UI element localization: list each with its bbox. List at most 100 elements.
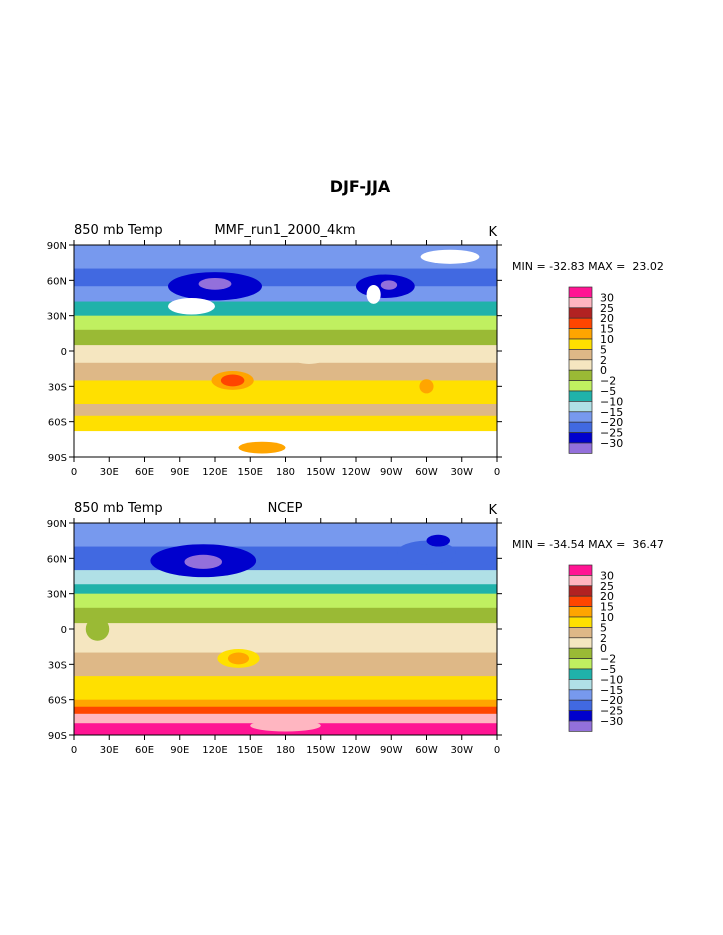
colorbar-label: 5 [600, 621, 607, 634]
y-tick-label: 60S [48, 696, 67, 707]
colorbar-swatch [568, 390, 593, 402]
figure-title: DJF-JJA [330, 177, 391, 196]
colorbar-label: 2 [600, 354, 607, 367]
colorbar-label: −25 [600, 427, 623, 440]
colorbar-swatch [568, 307, 593, 319]
x-tick-label: 90E [170, 745, 189, 756]
x-tick-label: 120E [202, 467, 227, 478]
x-tick-label: 30W [450, 467, 473, 478]
x-tick-label: 0 [494, 745, 500, 756]
colorbar-label: 15 [600, 323, 614, 336]
x-tick-label: 120W [342, 745, 371, 756]
colorbar-label: −5 [600, 663, 616, 676]
contour-region [220, 374, 245, 387]
contour-region [227, 652, 250, 665]
y-tick-label: 90S [48, 731, 67, 742]
x-tick-label: 150W [306, 467, 335, 478]
colorbar-swatch [568, 328, 593, 340]
panel-stats: MIN = -34.54 MAX = 36.47 [512, 538, 664, 551]
colorbar-label: −15 [600, 684, 623, 697]
panel-ncep: 850 mb Temp NCEP K MIN = -34.54 MAX = 36… [47, 501, 664, 756]
map-field [74, 245, 497, 457]
panel-stats: MIN = -32.83 MAX = 23.02 [512, 260, 664, 273]
contour-band [74, 268, 497, 287]
contour-region [238, 441, 286, 454]
contour-region [397, 540, 456, 565]
colorbar-label: −5 [600, 385, 616, 398]
contour-region [168, 298, 215, 315]
y-tick-label: 0 [61, 625, 67, 636]
contour-region [250, 719, 321, 732]
colorbar-swatch [568, 421, 593, 433]
contour-band [74, 415, 497, 432]
colorbar-label: 2 [600, 632, 607, 645]
contour-band [74, 676, 497, 701]
contour-region [380, 280, 398, 290]
contour-region [184, 554, 223, 569]
colorbar-label: 5 [600, 343, 607, 356]
y-tick-label: 0 [61, 347, 67, 358]
panel-units: K [488, 225, 497, 240]
contour-band [74, 623, 497, 654]
colorbar-label: −2 [600, 653, 616, 666]
contour-band [74, 584, 497, 595]
y-tick-label: 30S [48, 382, 67, 393]
y-tick-label: 30N [47, 312, 67, 323]
contour-band [74, 706, 497, 715]
x-tick-label: 120W [342, 467, 371, 478]
y-tick-label: 60N [47, 554, 67, 565]
contour-band [74, 380, 497, 405]
colorbar-label: 25 [600, 580, 614, 593]
y-tick-label: 60S [48, 418, 67, 429]
colorbar-label: −20 [600, 694, 623, 707]
colorbar-swatch [568, 710, 593, 722]
contour-region [198, 277, 232, 290]
colorbar-label: 20 [600, 312, 614, 325]
contour-region [419, 379, 434, 394]
colorbar-swatch [568, 679, 593, 691]
colorbar-label: −2 [600, 375, 616, 388]
contour-region [426, 534, 450, 547]
colorbar-label: 10 [600, 611, 614, 624]
colorbar-label: 0 [600, 364, 607, 377]
x-tick-label: 60W [415, 745, 438, 756]
colorbar-swatch [568, 627, 593, 639]
contour-band [74, 404, 497, 417]
colorbar-label: −30 [600, 715, 623, 728]
x-tick-label: 150E [238, 467, 263, 478]
colorbar-label: 20 [600, 590, 614, 603]
y-tick-label: 30N [47, 590, 67, 601]
colorbar-label: −25 [600, 705, 623, 718]
panel-left-label: 850 mb Temp [74, 501, 163, 516]
x-tick-label: 90W [380, 745, 403, 756]
contour-band [74, 345, 497, 364]
colorbar-swatch [568, 317, 593, 329]
colorbar-swatch [568, 297, 593, 309]
colorbar-swatch [568, 720, 593, 732]
colorbar-label: −15 [600, 406, 623, 419]
panel-center-label: MMF_run1_2000_4km [214, 223, 355, 238]
colorbar-swatch [568, 564, 593, 576]
colorbar-label: −10 [600, 673, 623, 686]
x-tick-label: 0 [71, 467, 77, 478]
contour-band [74, 315, 497, 331]
panel-left-label: 850 mb Temp [74, 223, 163, 238]
contour-band [74, 699, 497, 708]
contour-band [74, 286, 497, 303]
x-tick-label: 150W [306, 745, 335, 756]
contour-band [74, 329, 497, 346]
colorbar-swatch [568, 575, 593, 587]
y-tick-label: 90N [47, 519, 67, 530]
colorbar-swatch [568, 668, 593, 680]
y-tick-label: 90N [47, 241, 67, 252]
contour-band [74, 570, 497, 585]
y-tick-label: 90S [48, 453, 67, 464]
x-tick-label: 30E [100, 467, 119, 478]
colorbar-swatch [568, 606, 593, 618]
colorbar-swatch [568, 616, 593, 628]
colorbar-swatch [568, 585, 593, 597]
colorbar-swatch [568, 658, 593, 670]
colorbar-label: 30 [600, 291, 614, 304]
contour-region [420, 249, 480, 264]
